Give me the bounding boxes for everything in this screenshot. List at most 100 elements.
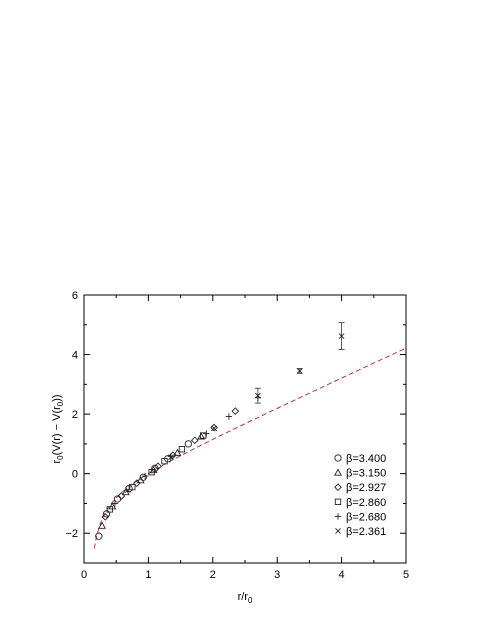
triangle-marker	[98, 521, 106, 529]
legend-marker	[334, 454, 342, 462]
data-point	[129, 483, 136, 491]
data-point	[167, 453, 175, 460]
data-points	[95, 322, 345, 540]
triangle-marker	[121, 488, 130, 496]
diamond-marker	[210, 423, 218, 432]
data-point	[210, 423, 218, 432]
y-tick-label: 2	[72, 409, 78, 421]
data-point	[148, 469, 155, 476]
data-point	[101, 513, 110, 521]
square-marker	[199, 432, 207, 439]
cross-marker-b	[255, 392, 261, 399]
axis-ticks	[83, 294, 407, 564]
data-point	[296, 368, 303, 374]
cross-marker-b	[335, 528, 341, 534]
legend-label: β=3.400	[346, 453, 386, 465]
legend-label: β=2.680	[346, 511, 386, 523]
square-marker	[106, 506, 113, 513]
legend-label: β=2.927	[346, 482, 386, 494]
data-point	[161, 457, 168, 465]
data-point	[141, 472, 149, 480]
circle-marker	[95, 532, 103, 540]
triangle-marker	[197, 432, 206, 440]
data-point	[255, 392, 261, 399]
x-tick-label: 3	[274, 569, 280, 581]
diamond-marker	[231, 407, 240, 415]
data-point	[106, 506, 113, 513]
data-point	[132, 479, 141, 488]
x-tick-label: 0	[81, 569, 87, 581]
cross-marker-b	[168, 454, 174, 461]
triangle-marker	[334, 468, 342, 476]
triangle-marker	[173, 448, 182, 456]
y-tick-label: 0	[72, 469, 78, 481]
data-point	[197, 432, 206, 440]
legend-label: β=2.860	[346, 497, 386, 509]
tick-labels: 0 1 2 3 4 5 −2 0 2 4 6	[65, 290, 409, 581]
data-point	[168, 454, 174, 461]
y-axis-label: r0(V(r) − V(r0))	[51, 394, 65, 463]
data-point	[211, 425, 217, 432]
data-point	[111, 500, 119, 507]
diamond-marker	[334, 483, 342, 492]
x-tick-label: 1	[145, 569, 151, 581]
cross-marker-b	[124, 487, 131, 493]
circle-marker	[334, 454, 342, 462]
data-point	[178, 446, 186, 453]
data-point	[95, 532, 103, 540]
y-tick-label: −2	[65, 528, 78, 540]
x-axis-label: r/r0	[238, 591, 253, 605]
cross-marker-b	[211, 425, 217, 432]
data-point	[199, 432, 207, 439]
fit-curve	[93, 347, 407, 549]
cross-marker-b	[338, 333, 345, 339]
circle-marker	[184, 440, 192, 448]
cross-marker-b	[296, 368, 303, 374]
data-point	[124, 487, 131, 493]
legend-label: β=2.361	[346, 526, 386, 538]
data-point	[190, 436, 199, 445]
legend-marker	[334, 468, 342, 476]
data-point	[151, 464, 159, 472]
legend: β=3.400 β=3.150 β=2.927 β=2.860 β=2.680 β=2.3…	[334, 453, 386, 538]
triangle-marker	[136, 476, 145, 484]
x-axis-label-main: r/r	[238, 591, 249, 603]
square-marker	[334, 498, 342, 505]
x-tick-label: 4	[339, 569, 345, 581]
data-point	[203, 430, 210, 437]
square-marker	[161, 457, 168, 465]
y-tick-label: 4	[72, 350, 78, 362]
y-axis-label-r: r	[51, 460, 63, 464]
x-tick-label: 5	[403, 569, 409, 581]
legend-marker	[334, 498, 342, 505]
data-point	[121, 488, 130, 496]
data-point	[98, 521, 106, 529]
data-point	[102, 510, 111, 518]
x-tick-label: 2	[210, 569, 216, 581]
legend-label: β=3.150	[346, 468, 386, 480]
legend-marker	[334, 513, 342, 520]
legend-marker	[335, 528, 341, 534]
circle-marker	[102, 510, 111, 518]
diamond-marker	[132, 479, 141, 488]
fit-line	[93, 347, 407, 549]
data-point	[231, 407, 240, 415]
y-axis-label-mid: (V(r) − V(r	[51, 406, 63, 456]
data-point	[117, 492, 126, 500]
diamond-marker	[190, 436, 199, 445]
data-point	[225, 413, 233, 420]
diamond-marker	[154, 462, 162, 471]
legend-marker	[334, 483, 342, 492]
y-axis-label-end: ))	[51, 394, 63, 401]
y-tick-label: 6	[72, 290, 78, 302]
diamond-marker	[117, 492, 126, 500]
diamond-marker	[101, 513, 110, 521]
square-marker	[178, 446, 186, 453]
y-axis-label-sub2: 0	[56, 401, 65, 406]
data-point	[173, 448, 182, 456]
circle-marker	[151, 464, 159, 472]
data-point	[136, 476, 145, 484]
x-axis-label-sub: 0	[248, 596, 253, 605]
y-axis-label-sub: 0	[56, 455, 65, 460]
